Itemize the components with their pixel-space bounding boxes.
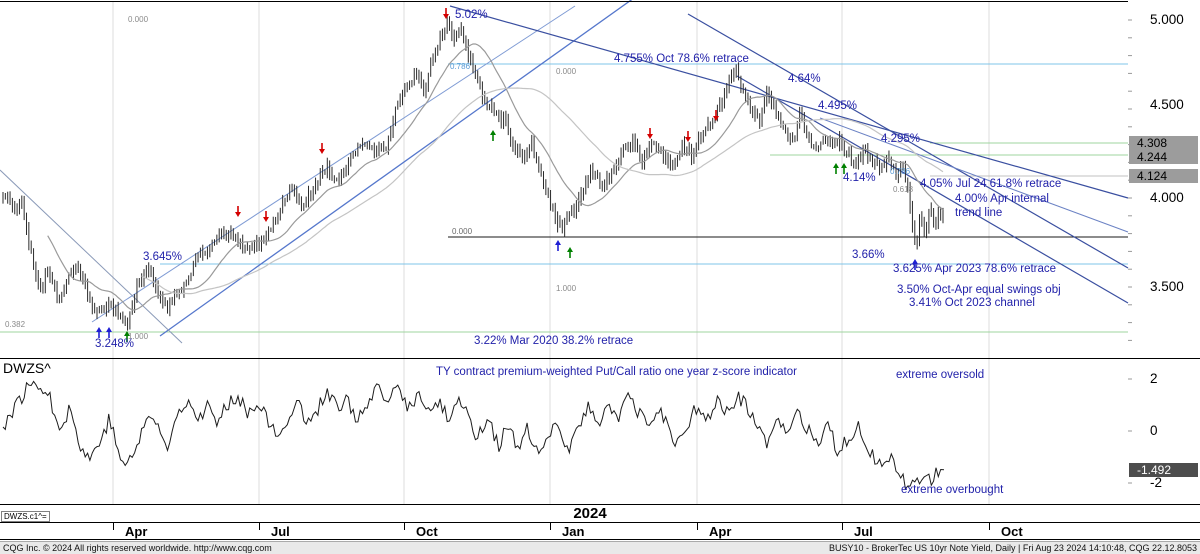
trend-lines[interactable] [0, 0, 1129, 344]
chart-annotation[interactable]: 4.14% [843, 172, 876, 184]
time-tick [550, 523, 551, 530]
signal-arrow-up-icon [106, 327, 112, 338]
time-tick [842, 523, 843, 530]
signal-arrow-up-icon [833, 163, 839, 174]
signal-arrow-up-icon [96, 327, 102, 338]
time-tick [989, 523, 990, 530]
signal-arrow-down-icon [443, 8, 449, 19]
price-level-box: 4.308 [1129, 136, 1198, 150]
chart-annotation[interactable]: 3.248% [95, 338, 134, 350]
time-gridlines [112, 2, 990, 504]
price-axis-label: 3.500 [1150, 279, 1184, 294]
chart-annotations[interactable]: 5.02% 4.755% Oct 78.6% retrace 4.64% 4.495%… [95, 9, 1061, 350]
chart-annotation[interactable]: extreme oversold [896, 369, 984, 381]
fib-level-label: 0.618 [893, 185, 914, 194]
price-axis-label: 5.000 [1150, 12, 1184, 27]
signal-arrow-down-icon [713, 110, 719, 121]
time-axis[interactable]: Apr Jul Oct Jan Apr Jul Oct [0, 522, 1200, 540]
chart-annotation[interactable]: 4.295% [881, 133, 920, 145]
chart-annotation[interactable]: 3.625% Apr 2023 78.6% retrace [893, 263, 1056, 275]
instrument-status-text: BUSY10 - BrokerTec US 10yr Note Yield, D… [828, 543, 1197, 553]
indicator-series-tag[interactable]: DWZS.c1^= [1, 511, 50, 522]
chart-annotation[interactable]: 4.755% Oct 78.6% retrace [614, 53, 749, 65]
chart-annotation[interactable]: 4.00% Apr internal [955, 193, 1049, 205]
zscore-indicator-line[interactable] [2, 380, 945, 490]
chart-annotation[interactable]: trend line [955, 207, 1002, 219]
price-level-box: 4.244 [1129, 150, 1198, 164]
panel-separator[interactable] [0, 358, 1200, 359]
time-tick [697, 523, 698, 530]
fib-level-label: 0.382 [5, 320, 26, 329]
chart-annotation[interactable]: TY contract premium-weighted Put/Call ra… [436, 366, 797, 378]
indicator-bottom-border [0, 504, 1200, 505]
price-axis-label: 4.000 [1150, 190, 1184, 205]
chart-top-border [0, 1, 1128, 2]
chart-annotation[interactable]: 3.66% [852, 249, 885, 261]
signal-arrow-down-icon [263, 211, 269, 222]
signal-arrow-down-icon [647, 128, 653, 139]
month-label: Jul [854, 524, 873, 539]
price-axis-label: 4.500 [1150, 97, 1184, 112]
signal-arrow-down-icon [319, 143, 325, 154]
indicator-annotations[interactable]: TY contract premium-weighted Put/Call ra… [436, 366, 1004, 496]
price-level-box: 4.124 [1129, 169, 1198, 183]
month-label: Jul [271, 524, 290, 539]
month-label: Jan [562, 524, 585, 539]
chart-annotation[interactable]: 4.05% Jul 24 61.8% retrace [920, 178, 1061, 190]
chart-annotation[interactable]: 3.41% Oct 2023 channel [909, 297, 1035, 309]
horizontal-level-lines[interactable] [0, 63, 1128, 333]
price-bars[interactable] [2, 15, 944, 331]
chart-annotation[interactable]: 5.02% [455, 9, 488, 21]
month-label: Oct [416, 524, 438, 539]
indicator-axis-label: -2 [1150, 475, 1163, 490]
signal-arrow-up-icon [555, 240, 561, 251]
fib-level-label: 0.000 [452, 227, 473, 236]
fib-level-label: 0.786 [450, 62, 471, 71]
fib-level-labels: 0.000 0.786 0.000 0.000 1.000 0.786 0.618 0.382… [5, 15, 914, 341]
chart-annotation[interactable]: 3.22% Mar 2020 38.2% retrace [474, 335, 633, 347]
fib-level-label: 1.000 [128, 332, 149, 341]
fib-level-label: 0.000 [556, 67, 577, 76]
copyright-text: CQG Inc. © 2024 All rights reserved worl… [3, 543, 272, 553]
indicator-value-box: -1.492 [1129, 463, 1198, 477]
fib-level-label: 0.000 [128, 15, 149, 24]
fib-level-label: 1.000 [556, 284, 577, 293]
month-label: Apr [125, 524, 148, 539]
fib-level-label: 0.786 [890, 167, 911, 176]
month-label: Apr [709, 524, 732, 539]
moving-averages [47, 43, 944, 311]
signal-arrow-up-icon [567, 247, 573, 258]
signal-arrow-up-icon [490, 130, 496, 141]
month-label: Oct [1001, 524, 1023, 539]
indicator-axis-label: 2 [1150, 371, 1158, 386]
axis-tick-marks [1128, 19, 1132, 484]
time-tick [404, 523, 405, 530]
year-label: 2024 [573, 505, 607, 522]
status-bar: CQG Inc. © 2024 All rights reserved worl… [0, 541, 1200, 554]
indicator-axis-label: 0 [1150, 423, 1158, 438]
chart-annotation[interactable]: 4.495% [818, 100, 857, 112]
chart-annotation[interactable]: extreme overbought [901, 484, 1004, 496]
signal-arrow-up-icon [841, 163, 847, 174]
time-tick [259, 523, 260, 530]
signal-arrow-down-icon [235, 206, 241, 217]
chart-annotation[interactable]: 4.64% [788, 73, 821, 85]
signal-arrow-up-icon [124, 331, 130, 342]
indicator-name-label[interactable]: DWZS^ [3, 360, 51, 376]
signal-arrows [96, 8, 918, 342]
signal-arrow-down-icon [685, 131, 691, 142]
chart-annotation[interactable]: 3.645% [143, 251, 182, 263]
time-tick [113, 523, 114, 530]
chart-annotation[interactable]: 3.50% Oct-Apr equal swings obj [897, 284, 1061, 296]
signal-arrow-up-icon [912, 259, 918, 270]
